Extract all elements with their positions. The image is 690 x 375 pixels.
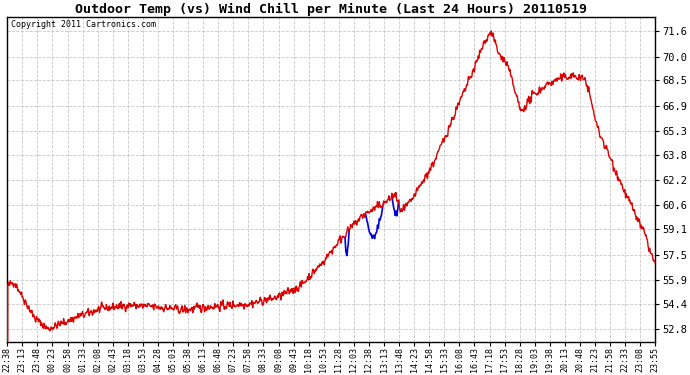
Text: Copyright 2011 Cartronics.com: Copyright 2011 Cartronics.com — [10, 20, 155, 29]
Title: Outdoor Temp (vs) Wind Chill per Minute (Last 24 Hours) 20110519: Outdoor Temp (vs) Wind Chill per Minute … — [75, 3, 587, 16]
